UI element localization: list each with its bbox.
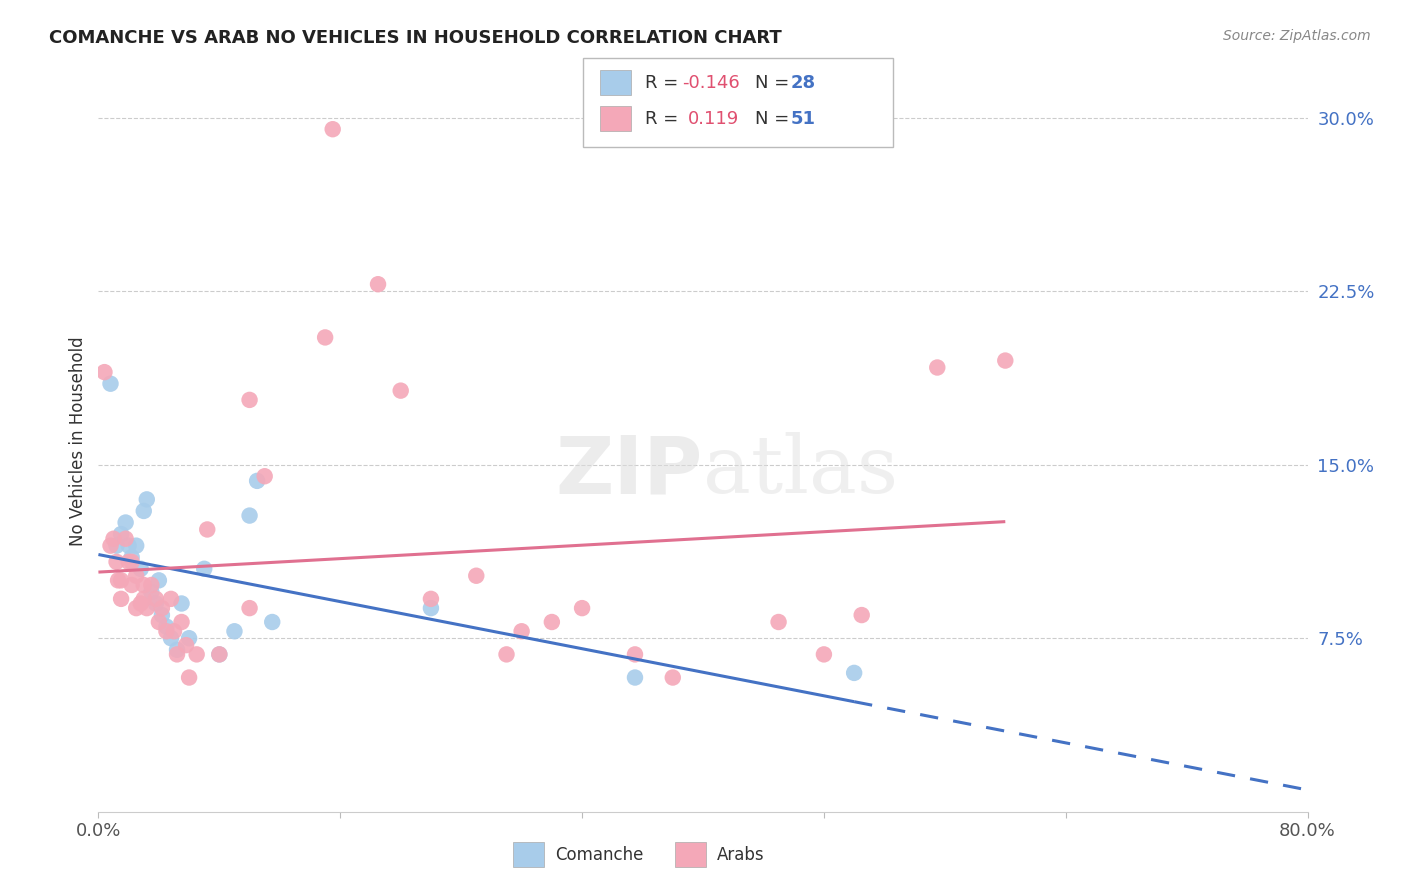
- Text: Comanche: Comanche: [555, 846, 644, 863]
- Point: [813, 648, 835, 662]
- Point: [420, 601, 443, 615]
- Point: [314, 330, 336, 344]
- Point: [141, 585, 163, 599]
- Point: [125, 568, 148, 582]
- Point: [145, 591, 167, 606]
- Point: [420, 591, 443, 606]
- Point: [145, 597, 167, 611]
- Text: Arabs: Arabs: [717, 846, 765, 863]
- Point: [624, 671, 647, 685]
- Point: [174, 638, 197, 652]
- Point: [195, 523, 218, 537]
- Text: R =: R =: [645, 110, 690, 128]
- Point: [170, 597, 193, 611]
- Point: [186, 648, 208, 662]
- Point: [110, 574, 132, 588]
- Point: [132, 578, 155, 592]
- Point: [246, 474, 269, 488]
- Point: [179, 671, 201, 685]
- Point: [166, 648, 188, 662]
- Text: atlas: atlas: [703, 432, 898, 510]
- Point: [107, 574, 129, 588]
- Point: [994, 353, 1017, 368]
- Point: [132, 591, 155, 606]
- Point: [927, 360, 949, 375]
- Point: [193, 562, 215, 576]
- Point: [844, 665, 866, 680]
- Point: [239, 601, 262, 615]
- Point: [571, 601, 593, 615]
- Point: [160, 631, 183, 645]
- Text: 28: 28: [790, 74, 815, 92]
- Point: [179, 631, 201, 645]
- Point: [208, 648, 231, 662]
- Text: ZIP: ZIP: [555, 432, 703, 510]
- Point: [129, 562, 152, 576]
- Point: [160, 591, 183, 606]
- Point: [118, 539, 141, 553]
- Point: [166, 642, 188, 657]
- Point: [129, 597, 152, 611]
- Point: [121, 550, 143, 565]
- Point: [110, 591, 132, 606]
- Y-axis label: No Vehicles in Household: No Vehicles in Household: [69, 336, 87, 547]
- Point: [155, 619, 177, 633]
- Point: [540, 615, 562, 629]
- Point: [495, 648, 517, 662]
- Point: [239, 508, 262, 523]
- Point: [132, 504, 155, 518]
- Point: [105, 555, 128, 569]
- Point: [155, 624, 177, 639]
- Point: [100, 539, 122, 553]
- Point: [170, 615, 193, 629]
- Point: [768, 615, 790, 629]
- Text: R =: R =: [645, 74, 685, 92]
- Text: N =: N =: [755, 74, 794, 92]
- Point: [141, 578, 163, 592]
- Text: N =: N =: [755, 110, 794, 128]
- Point: [114, 516, 136, 530]
- Point: [465, 568, 488, 582]
- Point: [114, 532, 136, 546]
- Point: [93, 365, 115, 379]
- Point: [389, 384, 412, 398]
- Point: [150, 608, 173, 623]
- Point: [100, 376, 122, 391]
- Point: [262, 615, 284, 629]
- Point: [125, 539, 148, 553]
- Point: [322, 122, 344, 136]
- Point: [163, 624, 186, 639]
- Text: -0.146: -0.146: [682, 74, 740, 92]
- Point: [125, 601, 148, 615]
- Point: [661, 671, 683, 685]
- Point: [851, 608, 873, 623]
- Point: [121, 555, 143, 569]
- Point: [135, 601, 157, 615]
- Point: [103, 532, 125, 546]
- Text: COMANCHE VS ARAB NO VEHICLES IN HOUSEHOLD CORRELATION CHART: COMANCHE VS ARAB NO VEHICLES IN HOUSEHOL…: [49, 29, 782, 47]
- Point: [208, 648, 231, 662]
- Point: [105, 539, 128, 553]
- Point: [224, 624, 246, 639]
- Point: [239, 392, 262, 407]
- Point: [110, 527, 132, 541]
- Text: 51: 51: [790, 110, 815, 128]
- Point: [118, 555, 141, 569]
- Point: [150, 601, 173, 615]
- Point: [148, 615, 170, 629]
- Point: [510, 624, 533, 639]
- Point: [367, 277, 389, 292]
- Point: [624, 648, 647, 662]
- Text: Source: ZipAtlas.com: Source: ZipAtlas.com: [1223, 29, 1371, 44]
- Point: [121, 578, 143, 592]
- Point: [148, 574, 170, 588]
- Point: [253, 469, 276, 483]
- Text: 0.119: 0.119: [688, 110, 738, 128]
- Point: [135, 492, 157, 507]
